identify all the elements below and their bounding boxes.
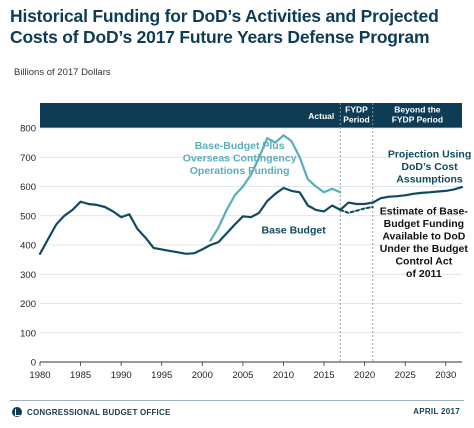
- footer-org-name: CONGRESSIONAL BUDGET OFFICE: [27, 407, 171, 417]
- footer-org: CONGRESSIONAL BUDGET OFFICE: [12, 407, 170, 417]
- x-tick-label: 2015: [313, 370, 334, 381]
- period-header-band: [40, 103, 462, 128]
- y-tick-label: 700: [20, 153, 36, 164]
- line-chart: 0 100 200 300 400 500 600 700 800 1980 1985 1990 199…: [20, 103, 471, 381]
- annotation-4: Estimate of Base-Budget Funding Available…: [380, 205, 469, 280]
- y-tick-label: 600: [20, 182, 36, 193]
- y-tick-label: 400: [20, 241, 36, 252]
- y-tick-label: 100: [20, 328, 36, 339]
- y-axis-units-label: Billions of 2017 Dollars: [14, 67, 111, 78]
- y-tick-label: 500: [20, 211, 36, 222]
- cbo-logo-icon: [12, 407, 22, 417]
- x-tick-label: 2020: [354, 370, 375, 381]
- chart-title: Historical Funding for DoD’s Activities …: [10, 6, 439, 47]
- x-tick-label: 2025: [395, 370, 416, 381]
- series-line-4: [339, 206, 374, 214]
- x-tick-label: 2030: [435, 370, 456, 381]
- period-label: Actual: [308, 111, 334, 121]
- series-line-1: [209, 134, 342, 242]
- annotation-2: Base Budget: [262, 224, 327, 236]
- series-line-3: [339, 186, 464, 211]
- y-tick-label: 300: [20, 270, 36, 281]
- series-line-2: [38, 186, 342, 255]
- y-tick-label: 0: [31, 358, 36, 369]
- footer-divider: [10, 400, 464, 401]
- period-label: Beyond the FYDP Period: [392, 105, 443, 125]
- annotation-3: Projection Using DoD’s Cost Assumptions: [388, 148, 471, 185]
- footer-date: APRIL 2017: [413, 407, 460, 416]
- period-label: FYDP Period: [343, 105, 369, 125]
- x-tick-label: 1990: [111, 370, 132, 381]
- x-tick-label: 2000: [192, 370, 213, 381]
- x-tick-label: 2010: [273, 370, 294, 381]
- x-tick-label: 2005: [232, 370, 253, 381]
- x-tick-label: 1995: [151, 370, 172, 381]
- x-tick-label: 1985: [70, 370, 91, 381]
- x-tick-label: 1980: [29, 370, 50, 381]
- y-tick-label: 800: [20, 124, 36, 135]
- annotation-1: Base-Budget Plus Overseas Contingency Oper…: [183, 140, 297, 177]
- y-tick-label: 200: [20, 299, 36, 310]
